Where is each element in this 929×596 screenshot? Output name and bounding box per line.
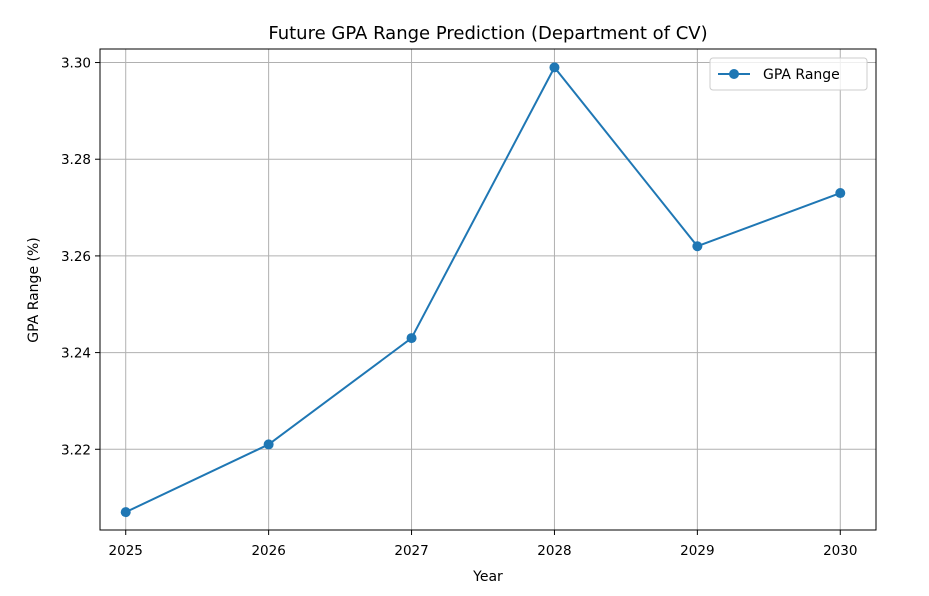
- plot-area-frame: [99, 48, 877, 531]
- chart-title: Future GPA Range Prediction (Department …: [268, 23, 707, 44]
- x-tick-label: 2025: [109, 543, 143, 559]
- data-point: [263, 439, 274, 450]
- legend-frame: [709, 57, 868, 91]
- legend-marker: [729, 69, 739, 79]
- y-tick-label: 3.22: [61, 442, 91, 458]
- x-tick-label: 2030: [823, 543, 857, 559]
- y-tick-label: 3.26: [61, 249, 91, 265]
- x-tick-label: 2027: [394, 543, 428, 559]
- y-tick-label: 3.24: [61, 346, 91, 362]
- data-point: [835, 188, 846, 199]
- legend-entry-label: GPA Range: [763, 67, 840, 83]
- series-layer: [120, 62, 846, 518]
- y-axis-label: GPA Range (%): [26, 237, 42, 342]
- series-line: [125, 66, 841, 514]
- legend: GPA Range: [709, 57, 868, 91]
- x-tick-label: 2029: [680, 543, 714, 559]
- data-point: [692, 241, 703, 252]
- x-axis-label: Year: [472, 569, 503, 585]
- data-point: [406, 333, 417, 344]
- x-tick-label: 2026: [251, 543, 285, 559]
- x-axis-ticks: 2025 2026 2027 2028 2029 2030: [109, 530, 857, 559]
- y-tick-label: 3.28: [61, 152, 91, 168]
- data-point: [549, 62, 560, 73]
- data-point: [120, 507, 131, 518]
- y-axis-ticks: 3.22 3.24 3.26 3.28 3.30: [61, 56, 100, 458]
- x-tick-label: 2028: [537, 543, 571, 559]
- y-tick-label: 3.30: [61, 56, 91, 72]
